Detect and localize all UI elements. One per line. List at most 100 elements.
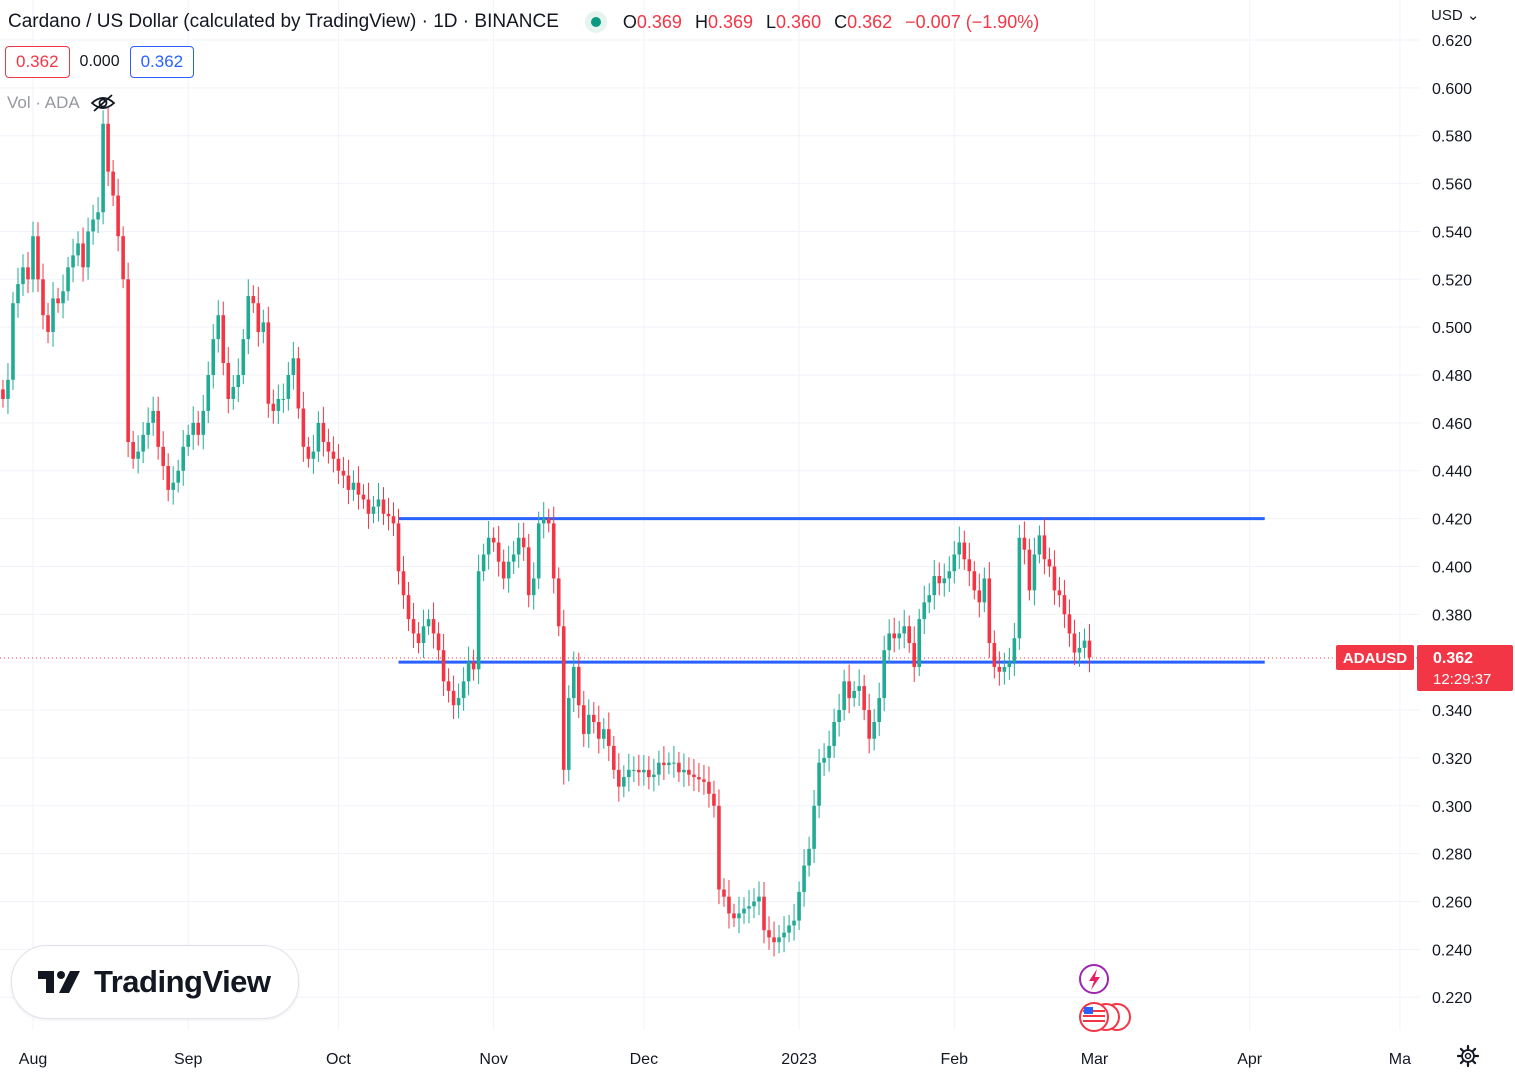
lightning-icon[interactable] (1079, 964, 1109, 994)
candle-body (446, 681, 451, 691)
candle-body (617, 769, 621, 787)
candle-body (476, 571, 481, 670)
time-tick-label: Oct (326, 1051, 351, 1068)
price-tick-label: 0.420 (1432, 512, 1472, 529)
candle-body (76, 243, 80, 256)
candle-body (947, 571, 952, 579)
candle-body (942, 578, 947, 584)
candle-body (351, 482, 356, 490)
candle-body (371, 506, 376, 514)
candle-body (201, 410, 206, 435)
candle-body (566, 698, 571, 770)
candle-body (216, 315, 221, 340)
candle-body (837, 710, 841, 723)
price-tick-label: 0.600 (1432, 81, 1472, 98)
candle-body (637, 769, 641, 773)
candle-body (286, 375, 291, 399)
chevron-down-icon: ⌄ (1466, 7, 1480, 24)
candle-body (877, 698, 881, 723)
price-tick-label: 0.620 (1432, 33, 1472, 50)
candle-body (281, 398, 286, 400)
candle-body (777, 937, 781, 943)
candle-body (817, 762, 821, 806)
currency-menu[interactable]: USD ⌄ (1431, 6, 1479, 24)
countdown-label: 12:29:37 (1433, 671, 1491, 688)
candle-body (516, 537, 521, 555)
candle-body (717, 805, 721, 890)
symbol-title[interactable]: Cardano / US Dollar (calculated by Tradi… (8, 11, 559, 32)
candle-body (256, 303, 261, 332)
candle-body (206, 375, 211, 411)
price-tick-label: 0.340 (1432, 703, 1472, 720)
us-flag-events-icon[interactable] (1079, 1002, 1131, 1032)
candle-body (987, 578, 992, 644)
candle-body (842, 681, 846, 711)
price-tick-label: 0.400 (1432, 559, 1472, 576)
candle-body (727, 896, 731, 914)
candle-body (451, 690, 456, 706)
candle-body (331, 451, 336, 459)
volume-indicator-legend[interactable]: Vol · ADA (7, 93, 116, 113)
candle-body (471, 662, 476, 670)
candle-body (867, 710, 871, 739)
candle-body (601, 729, 606, 739)
high-value: 0.369 (707, 11, 753, 32)
settings-gear-icon[interactable] (1456, 1044, 1480, 1068)
candle-body (191, 422, 196, 435)
price-tick-label: 0.280 (1432, 847, 1472, 864)
symbol-label: ADAUSD (1343, 650, 1407, 667)
price-tick-label: 0.520 (1432, 272, 1472, 289)
time-tick-label: Apr (1237, 1051, 1263, 1068)
candle-body (972, 571, 977, 591)
candle-body (196, 422, 201, 435)
time-tick-label: Dec (630, 1051, 658, 1068)
candle-body (396, 523, 401, 572)
candle-body (356, 482, 361, 495)
candle-body (411, 619, 416, 634)
candle-body (1027, 549, 1032, 591)
candle-body (501, 561, 506, 579)
eye-hidden-icon[interactable] (90, 93, 116, 113)
candle-body (927, 595, 932, 603)
candle-body (221, 315, 226, 364)
candle-body (126, 279, 130, 443)
candle-body (657, 762, 661, 775)
candle-body (647, 769, 651, 778)
candle-body (1057, 590, 1062, 596)
candle-body (652, 774, 656, 778)
market-status-icon[interactable] (584, 11, 607, 33)
candle-body (672, 762, 676, 764)
buy-price-box[interactable]: 0.362 (129, 46, 195, 78)
candle-body (251, 296, 256, 304)
sell-price-box[interactable]: 0.362 (5, 46, 70, 78)
candle-body (6, 379, 10, 399)
candle-body (346, 475, 351, 490)
candle-body (807, 848, 811, 866)
candle-body (416, 633, 421, 644)
logo-text: TradingView (94, 964, 271, 999)
candle-body (737, 913, 741, 919)
price-tick-label: 0.500 (1432, 320, 1472, 337)
spread-value: 0.000 (79, 53, 120, 70)
candle-body (26, 267, 30, 280)
candle-body (957, 542, 962, 555)
candle-body (902, 626, 907, 634)
candle-body (662, 762, 666, 766)
candle-body (541, 518, 546, 524)
candle-body (101, 123, 105, 213)
candle-body (116, 195, 120, 237)
candle-body (612, 745, 616, 770)
candle-body (376, 499, 381, 507)
ohlc-values: O0.369 H0.369 L0.360 C0.362 −0.007 (−1.9… (622, 11, 1040, 32)
candle-body (456, 698, 461, 706)
candle-body (316, 422, 321, 452)
candle-body (406, 595, 411, 620)
time-tick-label: Sep (174, 1051, 203, 1068)
candle-body (607, 729, 611, 746)
candle-body (71, 255, 75, 268)
candle-body (1052, 566, 1057, 591)
tradingview-logo[interactable]: TradingView (11, 945, 299, 1019)
candle-body (66, 267, 70, 292)
candle-body (967, 559, 972, 572)
